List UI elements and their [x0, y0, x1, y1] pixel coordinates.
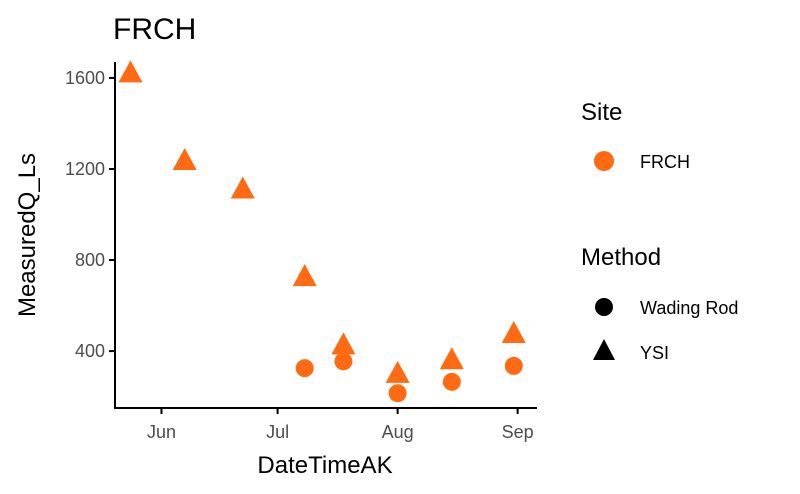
- y-tick-label: 1600: [65, 68, 105, 88]
- ysi-point: [385, 360, 410, 383]
- y-ticks: 400 800 1200 1600: [65, 68, 115, 361]
- x-tick-label: Jul: [266, 422, 289, 442]
- ysi-point: [501, 321, 526, 344]
- x-axis-title: DateTimeAK: [257, 452, 392, 479]
- legend-method-title: Method: [581, 244, 661, 271]
- legend-method-ysi-marker: [593, 339, 615, 360]
- wading-rod-point: [504, 356, 523, 375]
- ysi-point: [292, 264, 317, 287]
- legend-method-ysi-label: YSI: [640, 343, 669, 363]
- x-tick-label: Jun: [147, 422, 176, 442]
- legend-site-title: Site: [581, 99, 622, 126]
- y-tick-label: 800: [75, 250, 105, 270]
- legend-method-wading-rod-label: Wading Rod: [640, 298, 738, 318]
- x-tick-label: Sep: [502, 422, 534, 442]
- y-axis-title: MeasuredQ_Ls: [14, 153, 41, 317]
- wading-rod-point: [388, 384, 407, 403]
- x-ticks: Jun Jul Aug Sep: [147, 408, 534, 442]
- wading-rod-point: [442, 372, 461, 391]
- chart-title: FRCH: [113, 13, 196, 46]
- y-tick-label: 1200: [65, 159, 105, 179]
- legend-method-wading-rod-marker: [595, 298, 613, 316]
- x-tick-label: Aug: [382, 422, 414, 442]
- y-tick-label: 400: [75, 341, 105, 361]
- ysi-point: [172, 148, 197, 171]
- legend-site-frch-marker: [594, 151, 614, 171]
- ysi-point: [118, 60, 143, 83]
- legend-site: Site FRCH: [581, 99, 690, 172]
- ysi-point: [230, 176, 255, 199]
- wading-rod-point: [334, 352, 353, 371]
- wading-rod-point: [295, 359, 314, 378]
- legend-method: Method Wading Rod YSI: [581, 244, 738, 363]
- ysi-point: [331, 332, 356, 355]
- legend-site-frch-label: FRCH: [640, 152, 690, 172]
- ysi-point: [439, 347, 464, 370]
- data-points: [118, 60, 526, 403]
- plot-area: 400 800 1200 1600 Jun Jul Aug Sep: [65, 60, 537, 442]
